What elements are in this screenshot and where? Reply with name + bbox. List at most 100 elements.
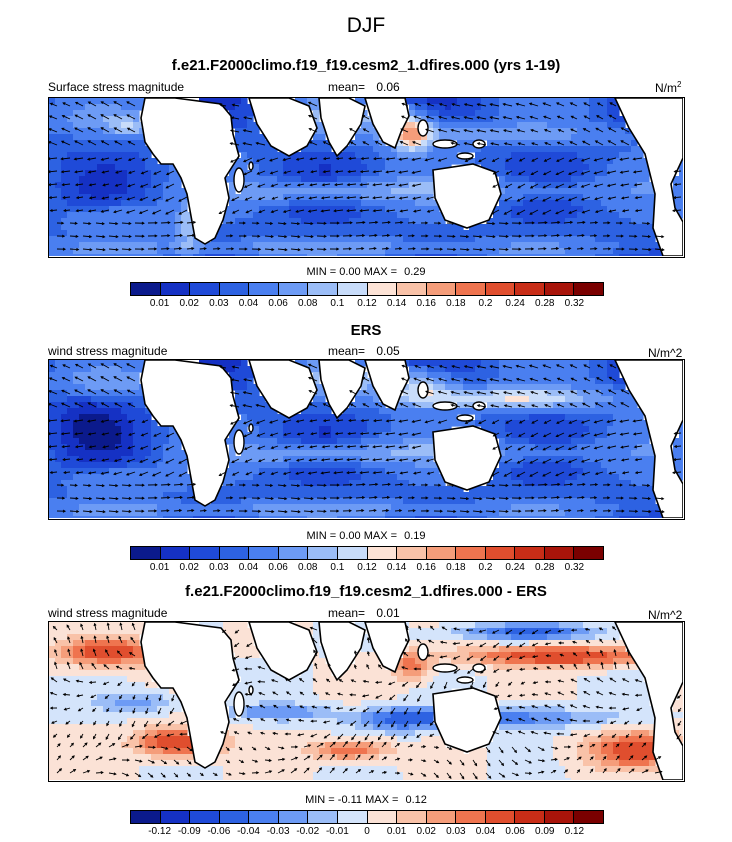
field-cell: [313, 414, 320, 421]
field-cell: [253, 206, 260, 213]
field-cell: [301, 474, 308, 481]
field-cell: [121, 182, 128, 189]
field-cell: [49, 360, 56, 367]
field-cell: [427, 426, 434, 433]
field-cell: [613, 254, 620, 256]
field-cell: [595, 176, 602, 183]
field-cell: [91, 486, 98, 493]
wind-vector-head: [426, 209, 431, 213]
field-cell: [157, 236, 164, 243]
field-cell: [565, 426, 572, 433]
field-cell: [163, 212, 170, 219]
field-cell: [529, 456, 536, 463]
field-cell: [265, 146, 272, 153]
field-cell: [73, 248, 80, 255]
field-cell: [535, 408, 542, 415]
field-cell: [595, 480, 602, 487]
wind-vector-head: [230, 247, 235, 251]
field-cell: [553, 432, 560, 439]
field-cell: [181, 194, 188, 201]
wind-vector-head: [620, 140, 624, 144]
field-cell: [223, 254, 230, 256]
field-cell: [529, 480, 536, 487]
field-cell: [127, 224, 134, 231]
field-cell: [559, 140, 566, 147]
field-cell: [409, 176, 416, 183]
field-cell: [307, 414, 314, 421]
wind-vector: [230, 142, 240, 146]
field-cell: [607, 462, 614, 469]
field-cell: [109, 408, 116, 415]
wind-vector: [556, 157, 565, 162]
field-cell: [607, 492, 614, 499]
field-cell: [511, 378, 518, 385]
field-cell: [295, 480, 302, 487]
field-cell: [403, 152, 410, 159]
wind-vector-head: [296, 222, 301, 226]
field-cell: [403, 248, 410, 255]
field-cell: [463, 146, 470, 153]
field-cell: [391, 146, 398, 153]
field-cell: [421, 468, 428, 475]
field-cell: [679, 200, 683, 207]
field-cell: [253, 212, 260, 219]
field-cell: [181, 254, 188, 256]
field-cell: [583, 188, 590, 195]
field-cell: [643, 218, 650, 225]
field-cell: [67, 248, 74, 255]
field-cell: [367, 498, 374, 505]
field-cell: [121, 384, 128, 391]
field-cell: [523, 414, 530, 421]
field-cell: [613, 420, 620, 427]
field-cell: [97, 152, 104, 159]
wind-vector-head: [412, 141, 416, 145]
field-cell: [127, 158, 134, 165]
field-cell: [217, 236, 224, 243]
field-cell: [325, 450, 332, 457]
field-cell: [361, 254, 368, 256]
field-cell: [349, 182, 356, 189]
field-cell: [301, 420, 308, 427]
field-cell: [277, 188, 284, 195]
field-cell: [169, 432, 176, 439]
wind-vector-head: [567, 198, 572, 202]
field-cell: [643, 236, 650, 243]
field-cell: [325, 414, 332, 421]
wind-vector-head: [502, 102, 506, 106]
wind-vector: [530, 183, 539, 189]
field-cell: [637, 170, 644, 177]
wind-vector: [152, 196, 162, 202]
field-cell: [91, 426, 98, 433]
field-cell: [49, 378, 56, 385]
field-cell: [97, 212, 104, 219]
field-cell: [571, 254, 578, 256]
field-cell: [49, 254, 56, 256]
field-cell: [241, 396, 248, 403]
wind-vector: [451, 129, 461, 133]
field-cell: [535, 438, 542, 445]
field-cell: [415, 450, 422, 457]
field-cell: [115, 158, 122, 165]
wind-vector-head: [673, 169, 677, 174]
wind-vector-head: [373, 157, 377, 161]
field-cell: [517, 254, 524, 256]
field-cell: [397, 158, 404, 165]
field-cell: [643, 194, 650, 201]
field-cell: [499, 456, 506, 463]
field-cell: [361, 480, 368, 487]
field-cell: [355, 164, 362, 171]
wind-vector-head: [87, 114, 91, 118]
field-cell: [529, 468, 536, 475]
field-cell: [559, 372, 566, 379]
field-cell: [115, 450, 122, 457]
field-cell: [331, 498, 338, 505]
wind-vector-head: [308, 141, 313, 145]
field-cell: [97, 474, 104, 481]
field-cell: [505, 224, 512, 231]
field-cell: [259, 152, 266, 159]
field-cell: [337, 152, 344, 159]
field-cell: [559, 468, 566, 475]
field-cell: [361, 236, 368, 243]
field-cell: [397, 152, 404, 159]
field-cell: [283, 176, 290, 183]
